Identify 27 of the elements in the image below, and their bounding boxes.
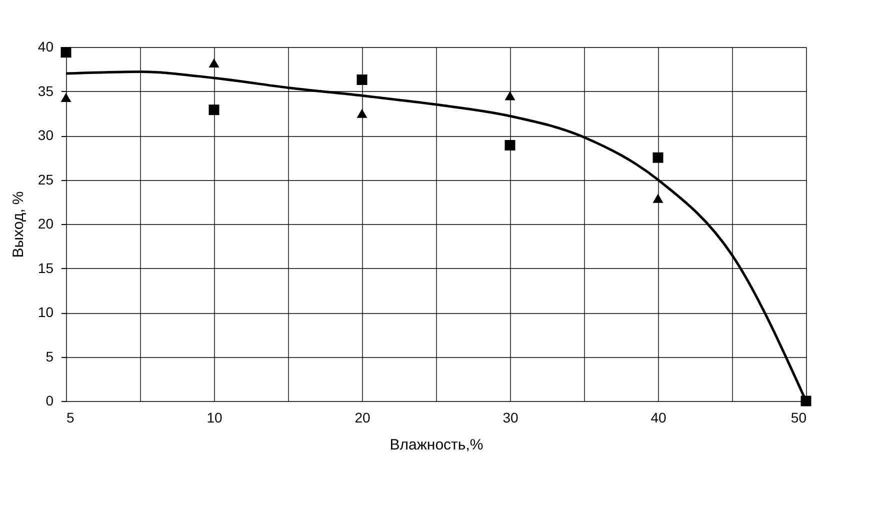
x-tick-label: 5 [66, 410, 74, 426]
point [356, 108, 368, 118]
point [208, 104, 220, 116]
point [652, 152, 664, 163]
x-tick-label: 10 [206, 410, 222, 426]
y-tick-label: 20 [38, 216, 54, 232]
point [60, 47, 72, 58]
y-axis-title: Выход, % [10, 191, 27, 258]
point [504, 140, 516, 150]
y-tick-label: 5 [46, 348, 54, 364]
point [504, 91, 516, 100]
x-tick-label: 30 [502, 410, 518, 426]
x-tick-label: 20 [354, 410, 370, 426]
y-tick-label: 25 [38, 171, 54, 188]
point [208, 58, 220, 68]
y-tick-label: 10 [38, 304, 54, 320]
y-tick-label: 40 [38, 38, 54, 54]
y-tick-label: 15 [38, 260, 54, 276]
x-axis-title: Влажность,% [390, 436, 484, 454]
point [356, 74, 368, 85]
x-tick-label: 40 [650, 410, 666, 426]
y-tick-label: 35 [38, 82, 54, 99]
point [60, 92, 72, 102]
y-tick-label: 30 [38, 127, 54, 143]
x-tick-label: 50 [790, 410, 807, 426]
y-tick-label: 0 [46, 392, 54, 408]
point [652, 194, 664, 203]
